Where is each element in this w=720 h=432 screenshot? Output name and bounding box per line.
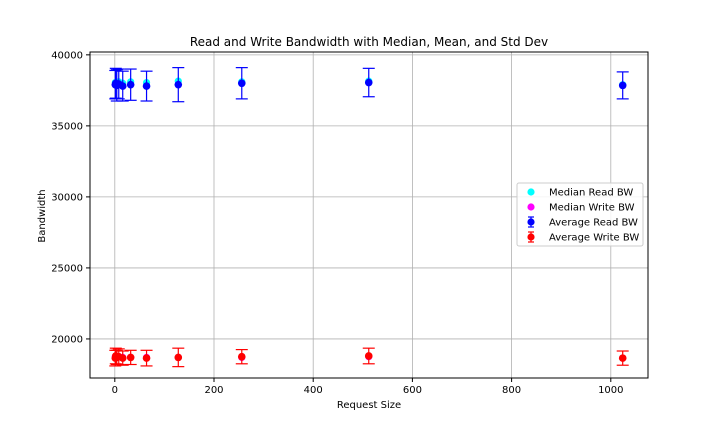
legend-label: Median Read BW: [549, 188, 633, 199]
x-tick-label: 200: [204, 385, 223, 396]
average-point: [174, 353, 183, 362]
legend-box: [516, 182, 644, 247]
average-point: [237, 79, 246, 88]
legend: Median Read BW Median Write BW Average Rea…: [516, 182, 644, 247]
average-point: [118, 82, 127, 90]
average-point: [142, 354, 151, 362]
average-point: [142, 82, 151, 90]
legend-marker: [527, 188, 535, 196]
y-tick-label: 30000: [51, 192, 83, 203]
y-tick-label: 20000: [51, 334, 83, 345]
plot-area: [109, 67, 629, 368]
legend-marker: [527, 218, 535, 226]
average-point: [118, 354, 127, 362]
average-point: [364, 78, 373, 87]
legend-label: Average Read BW: [549, 218, 638, 229]
x-tick-label: 1000: [598, 385, 623, 396]
series-average-write-bw: [109, 347, 629, 368]
chart-title: Read and Write Bandwidth with Median, Me…: [190, 35, 548, 49]
y-axis-label: Bandwidth: [37, 189, 48, 242]
legend-marker: [527, 203, 535, 211]
legend-marker: [527, 233, 535, 241]
series-average-read-bw: [109, 67, 629, 103]
grid-lines: [90, 52, 648, 378]
x-axis-label: Request Size: [337, 400, 401, 411]
average-point: [237, 352, 246, 361]
average-point: [126, 353, 135, 362]
y-tick-label: 40000: [51, 50, 83, 61]
plot-frame: [89, 51, 649, 379]
axes: 0 200 400 600 800 1000 20000 25000 30000 35000 400…: [51, 50, 623, 396]
x-tick-label: 600: [403, 385, 422, 396]
average-point: [126, 80, 135, 89]
legend-label: Average Write BW: [549, 233, 639, 244]
y-tick-label: 35000: [51, 121, 83, 132]
x-tick-label: 0: [112, 385, 118, 396]
average-point: [364, 352, 373, 360]
legend-label: Median Write BW: [549, 203, 635, 214]
average-point: [618, 354, 627, 362]
x-tick-label: 800: [502, 385, 521, 396]
average-point: [174, 80, 183, 89]
y-tick-label: 25000: [51, 263, 83, 274]
average-point: [618, 81, 627, 90]
x-tick-label: 400: [304, 385, 323, 396]
